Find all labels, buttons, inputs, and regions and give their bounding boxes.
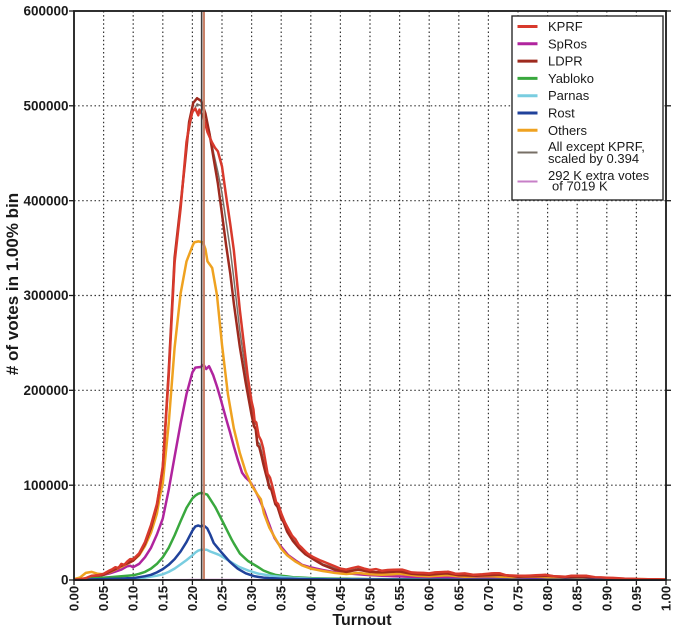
svg-text:0.10: 0.10 <box>126 586 141 611</box>
svg-text:300000: 300000 <box>23 288 68 303</box>
svg-text:Turnout: Turnout <box>332 612 392 629</box>
svg-text:0.20: 0.20 <box>185 586 200 611</box>
svg-text:100000: 100000 <box>23 478 68 493</box>
svg-text:All except KPRF,: All except KPRF, <box>548 139 645 154</box>
svg-text:0.15: 0.15 <box>155 586 170 611</box>
svg-text:Parnas: Parnas <box>548 88 590 103</box>
svg-text:0.00: 0.00 <box>67 586 82 611</box>
svg-text:0.55: 0.55 <box>392 586 407 611</box>
svg-text:Others: Others <box>548 123 588 138</box>
svg-text:292 K extra votes: 292 K extra votes <box>548 168 650 183</box>
svg-text:scaled by 0.394: scaled by 0.394 <box>548 151 639 166</box>
svg-text:KPRF: KPRF <box>548 19 583 34</box>
svg-text:200000: 200000 <box>23 383 68 398</box>
svg-text:600000: 600000 <box>23 4 68 19</box>
svg-text:0.40: 0.40 <box>303 586 318 611</box>
svg-text:0.50: 0.50 <box>363 586 378 611</box>
svg-text:0.65: 0.65 <box>451 586 466 611</box>
svg-text:0.25: 0.25 <box>215 586 230 611</box>
svg-text:0.30: 0.30 <box>244 586 259 611</box>
svg-text:0.95: 0.95 <box>629 586 644 611</box>
svg-text:0: 0 <box>61 573 69 588</box>
svg-text:0.35: 0.35 <box>274 586 289 611</box>
svg-text:LDPR: LDPR <box>548 54 583 69</box>
svg-text:0.45: 0.45 <box>333 586 348 611</box>
svg-text:0.75: 0.75 <box>511 586 526 611</box>
svg-text:1.00: 1.00 <box>659 586 674 611</box>
svg-text:0.80: 0.80 <box>540 586 555 611</box>
svg-text:# of votes in 1.00% bin: # of votes in 1.00% bin <box>3 193 22 375</box>
svg-text:400000: 400000 <box>23 193 68 208</box>
svg-text:0.90: 0.90 <box>599 586 614 611</box>
svg-text:0.60: 0.60 <box>422 586 437 611</box>
svg-text:500000: 500000 <box>23 99 68 114</box>
svg-text:of 7019 K: of 7019 K <box>552 179 608 194</box>
svg-text:Yabloko: Yabloko <box>548 71 594 86</box>
svg-text:0.70: 0.70 <box>481 586 496 611</box>
svg-text:0.85: 0.85 <box>570 586 585 611</box>
svg-text:Rost: Rost <box>548 106 575 121</box>
svg-text:SpRos: SpRos <box>548 36 588 51</box>
svg-text:0.05: 0.05 <box>96 586 111 611</box>
